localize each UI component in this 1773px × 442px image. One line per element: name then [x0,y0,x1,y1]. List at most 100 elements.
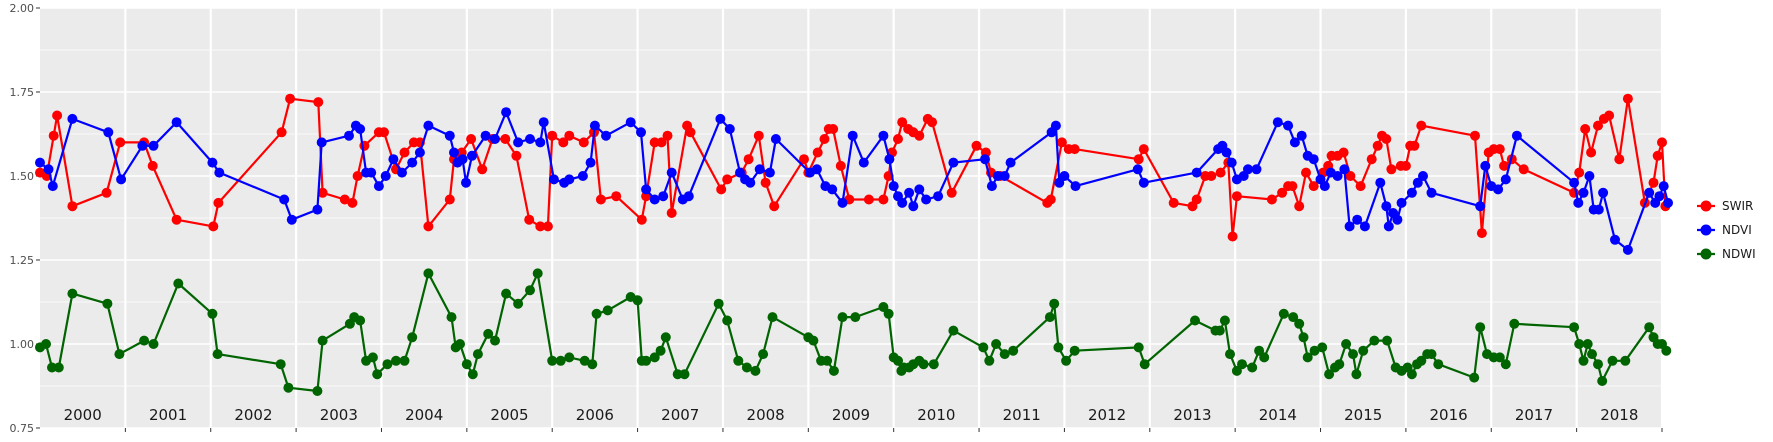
data-point-ndwi [587,359,598,370]
data-point-ndvi [764,167,775,178]
data-point-ndvi [921,194,932,205]
y-tick-label: 0.75 [10,422,35,435]
data-point-ndvi [1381,201,1392,212]
data-point-swir [1499,160,1510,171]
data-point-swir [611,191,622,202]
data-point-ndwi [978,342,989,353]
data-point-ndwi [1433,359,1444,370]
year-label: 2005 [490,406,528,424]
data-point-ndwi [928,359,939,370]
data-point-ndwi [501,288,512,299]
data-point-swir [466,134,477,144]
data-point-ndvi [103,127,114,138]
data-point-swir [1580,124,1591,134]
data-point-ndwi [423,268,434,279]
data-point-swir [812,147,823,158]
data-point-ndvi [490,134,500,144]
data-point-ndwi [114,349,125,360]
data-point-swir [1622,93,1633,104]
data-point-swir [1381,134,1392,144]
data-point-ndvi [837,197,848,208]
data-point-ndwi [750,365,761,376]
data-point-ndvi [625,117,636,128]
data-point-ndvi [1283,120,1294,131]
data-point-ndwi [1061,355,1072,366]
data-point-swir [558,137,569,148]
data-point-swir [1355,181,1366,192]
year-label: 2004 [405,406,443,424]
data-point-ndwi [1475,322,1486,333]
data-point-ndwi [828,365,839,376]
data-point-ndvi [884,154,895,165]
data-point-ndvi [735,167,745,178]
data-point-swir [317,187,328,198]
data-point-ndvi [1226,157,1237,168]
data-point-ndvi [1132,164,1143,175]
data-point-ndwi [1053,342,1064,353]
data-point-swir [578,137,589,148]
data-point-ndvi [1622,244,1633,255]
data-point-ndvi [1138,177,1149,188]
data-point-ndvi [564,174,575,185]
legend-key-marker [1700,200,1712,212]
data-point-ndwi [1324,369,1335,380]
data-point-ndwi [1225,349,1235,360]
year-label: 2002 [234,406,272,424]
data-point-ndvi [908,201,919,212]
y-tick-label: 1.75 [10,86,35,99]
data-point-swir [636,214,647,225]
data-point-ndvi [116,174,127,185]
data-point-ndwi [1309,345,1320,356]
data-point-ndwi [455,339,465,349]
data-point-ndvi [1319,181,1330,192]
legend-item-swir: SWIR [1697,199,1753,213]
data-point-swir [1366,154,1377,165]
data-point-swir [1338,147,1349,158]
data-point-ndvi [1475,201,1486,212]
data-point-ndwi [1302,352,1313,363]
data-point-ndwi [207,308,218,319]
data-point-ndvi [1598,187,1609,198]
data-point-swir [722,174,733,185]
data-point-ndvi [47,181,58,192]
data-point-swir [1133,154,1144,165]
data-point-swir [1386,164,1397,175]
data-point-ndvi [207,157,218,168]
year-label: 2008 [747,406,785,424]
data-point-ndvi [649,194,660,205]
data-point-ndvi [1332,171,1343,181]
data-point-ndvi [423,120,434,131]
data-point-ndvi [948,157,959,168]
data-point-ndwi [722,315,733,326]
data-point-swir [1206,171,1217,181]
series-ndwi [35,268,1672,396]
data-point-ndvi [1493,184,1504,195]
data-point-ndvi [811,164,822,175]
data-point-ndwi [547,355,558,366]
data-point-ndvi [658,191,669,202]
data-point-ndvi [1050,120,1061,131]
data-point-ndvi [1352,214,1363,225]
data-point-swir [101,187,112,198]
data-point-ndvi [641,184,652,195]
data-point-ndwi [372,369,383,380]
data-point-ndwi [1237,359,1247,370]
data-point-ndwi [446,312,457,323]
data-point-ndwi [984,355,995,366]
data-point-ndwi [1259,352,1270,363]
data-point-ndwi [1661,345,1672,356]
data-point-ndvi [847,130,858,141]
legend-item-ndvi: NDVI [1697,223,1752,237]
data-point-swir [685,127,696,138]
data-point-ndvi [137,140,148,151]
data-point-ndwi [655,345,666,356]
data-point-ndwi [41,339,51,349]
data-point-ndvi [754,164,765,175]
data-point-swir [716,184,727,195]
data-point-ndwi [1351,369,1362,380]
data-point-ndwi [483,328,494,339]
data-point-ndwi [822,355,833,366]
data-point-ndwi [579,355,590,366]
data-point-ndvi [904,187,915,198]
year-label: 2011 [1003,406,1041,424]
